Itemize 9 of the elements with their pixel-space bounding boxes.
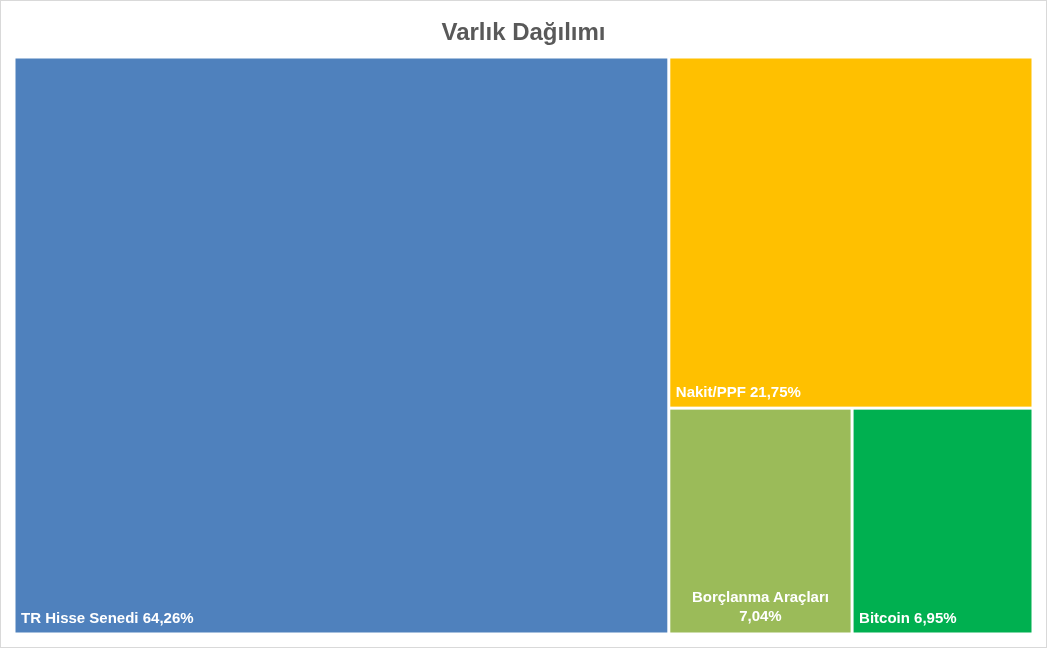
category-label: Bitcoin <box>859 609 915 626</box>
category-label: TR Hisse Senedi <box>21 609 143 626</box>
data-label: 64,26% <box>142 609 194 626</box>
category-label: Nakit/PPF <box>675 383 750 401</box>
data-label: 21,75% <box>750 383 801 401</box>
text: Varlık Dağılımı <box>441 18 606 45</box>
category-label: Borçlanma Araçları <box>691 588 829 605</box>
data-label: 7,04% <box>739 607 782 624</box>
data-label: 6,95% <box>914 609 957 626</box>
